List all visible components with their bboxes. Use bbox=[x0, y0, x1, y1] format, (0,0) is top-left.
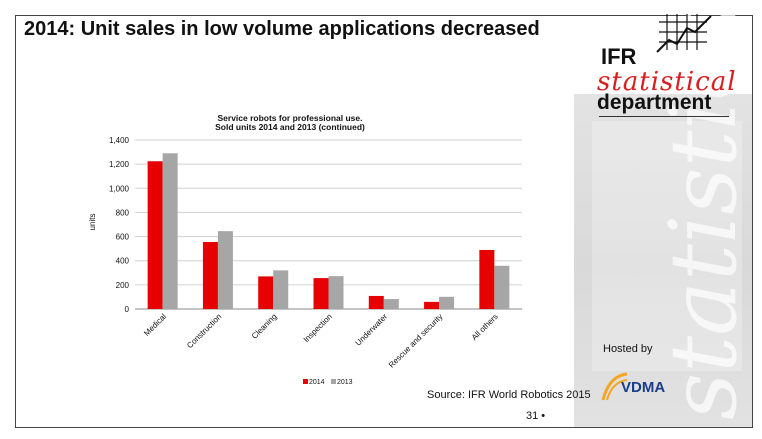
x-tick-label: Construction bbox=[185, 312, 223, 350]
bar-2014-underwater bbox=[368, 295, 384, 309]
legend-swatch bbox=[331, 379, 336, 384]
bar-2014-inspection bbox=[313, 278, 329, 309]
x-tick-label: Cleaning bbox=[250, 312, 279, 341]
y-tick-label: 800 bbox=[116, 208, 130, 217]
ifr-logo: IFR statistical department bbox=[593, 12, 738, 122]
chart-grid-icon bbox=[656, 14, 712, 53]
legend-label: 2014 bbox=[309, 379, 325, 386]
bars bbox=[147, 153, 510, 309]
bar-2014-rescue-and-security bbox=[424, 301, 440, 309]
bar-2013-all-others bbox=[494, 265, 510, 309]
sidebar-inner-panel bbox=[592, 121, 742, 371]
sidebar-top bbox=[574, 16, 752, 94]
bar-2014-cleaning bbox=[258, 276, 274, 309]
vdma-text: VDMA bbox=[621, 379, 666, 396]
x-tick-label: Rescue and security bbox=[387, 312, 445, 370]
bar-2013-rescue-and-security bbox=[439, 296, 455, 309]
y-tick-label: 1,000 bbox=[109, 184, 130, 193]
sidebar-panel bbox=[574, 16, 752, 427]
vdma-arc-icon bbox=[601, 372, 628, 401]
x-tick-label: Medical bbox=[142, 312, 168, 338]
bar-2013-inspection bbox=[328, 276, 344, 309]
x-axis-ticks: Medical Construction Cleaning Inspection Und… bbox=[142, 312, 500, 370]
y-tick-label: 1,400 bbox=[109, 136, 130, 145]
page-number: 31 • bbox=[526, 410, 546, 422]
legend: 2014 2013 bbox=[303, 379, 353, 386]
x-tick-label: Inspection bbox=[302, 312, 334, 344]
logo-department-text: department bbox=[597, 91, 712, 114]
bar-2013-cleaning bbox=[273, 270, 289, 309]
source-note: Source: IFR World Robotics 2015 bbox=[427, 389, 591, 401]
x-tick-label: All others bbox=[470, 312, 500, 342]
logo-divider bbox=[599, 116, 729, 117]
slide-title: 2014: Unit sales in low volume applicati… bbox=[24, 18, 540, 40]
logo-statistical-text: statistical bbox=[597, 67, 737, 97]
y-axis-ticks: 0 200 400 600 800 1,000 1,200 1,400 bbox=[109, 136, 130, 314]
x-tick-label: Underwater bbox=[354, 312, 390, 348]
legend-swatch bbox=[303, 379, 308, 384]
vdma-logo: VDMA bbox=[599, 370, 689, 404]
y-tick-label: 200 bbox=[116, 281, 130, 290]
y-tick-label: 0 bbox=[125, 305, 130, 314]
chart-subtitle: Sold units 2014 and 2013 (continued) bbox=[215, 122, 365, 132]
y-tick-label: 400 bbox=[116, 257, 130, 266]
chart-title: Service robots for professional use. bbox=[217, 113, 362, 123]
y-axis-label: units bbox=[88, 214, 97, 231]
slide bbox=[15, 15, 753, 428]
bar-2014-medical bbox=[147, 161, 163, 309]
bar-2013-construction bbox=[217, 231, 233, 309]
y-tick-label: 600 bbox=[116, 233, 130, 242]
logo-ifr-text: IFR bbox=[601, 44, 637, 69]
y-tick-label: 1,200 bbox=[109, 160, 130, 169]
bar-2014-all-others bbox=[479, 249, 495, 309]
bar-2013-medical bbox=[162, 153, 178, 309]
bar-2013-underwater bbox=[383, 299, 399, 309]
legend-label: 2013 bbox=[337, 379, 353, 386]
bar-2014-construction bbox=[202, 242, 218, 309]
hosted-by-label: Hosted by bbox=[603, 343, 653, 355]
